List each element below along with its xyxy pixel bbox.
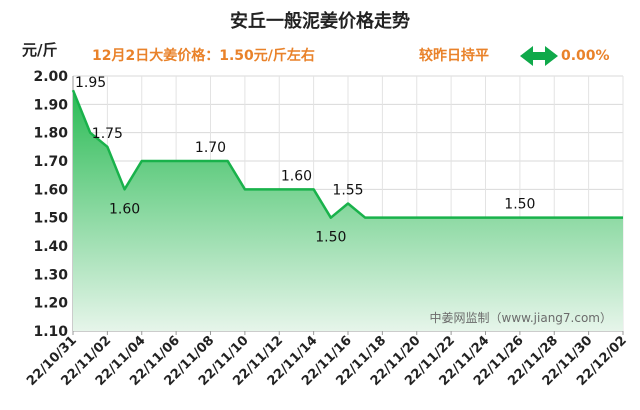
price-note: 12月2日大姜价格：1.50元/斤左右 [92,47,315,64]
data-label: 1.75 [92,126,123,142]
y-tick-label: 1.10 [33,324,68,340]
y-tick-label: 1.80 [33,126,68,142]
y-tick-label: 1.20 [33,296,68,312]
compare-percent: 0.00% [561,48,610,64]
y-axis: 1.10 1.20 1.30 1.40 1.50 1.60 1.70 1.80 1.90 2.00 [33,69,68,340]
data-labels: 1.95 1.75 1.60 1.70 1.60 1.50 1.55 1.50 [75,75,535,246]
watermark: 中姜网监制（www.jiang7.com） [430,310,612,325]
y-tick-label: 1.70 [33,154,68,170]
price-area-fill [73,90,623,331]
chart-title: 安丘一般泥姜价格走势 [230,10,410,32]
y-tick-label: 1.30 [33,267,68,283]
y-tick-label: 1.90 [33,97,68,113]
y-unit-label: 元/斤 [22,41,57,59]
data-label: 1.70 [195,140,226,156]
data-label: 1.55 [332,183,363,199]
data-label: 1.60 [281,168,312,184]
y-tick-label: 2.00 [33,69,68,85]
y-tick-label: 1.60 [33,182,68,198]
series-area [71,89,623,331]
y-tick-label: 1.40 [33,239,68,255]
price-line [71,89,623,219]
data-label: 1.60 [109,201,140,217]
data-label: 1.50 [315,230,346,246]
double-arrow-icon [520,46,558,66]
data-label: 1.50 [504,197,535,213]
compare-label: 较昨日持平 [419,47,489,64]
y-tick-label: 1.50 [33,211,68,227]
data-label: 1.95 [75,75,106,91]
